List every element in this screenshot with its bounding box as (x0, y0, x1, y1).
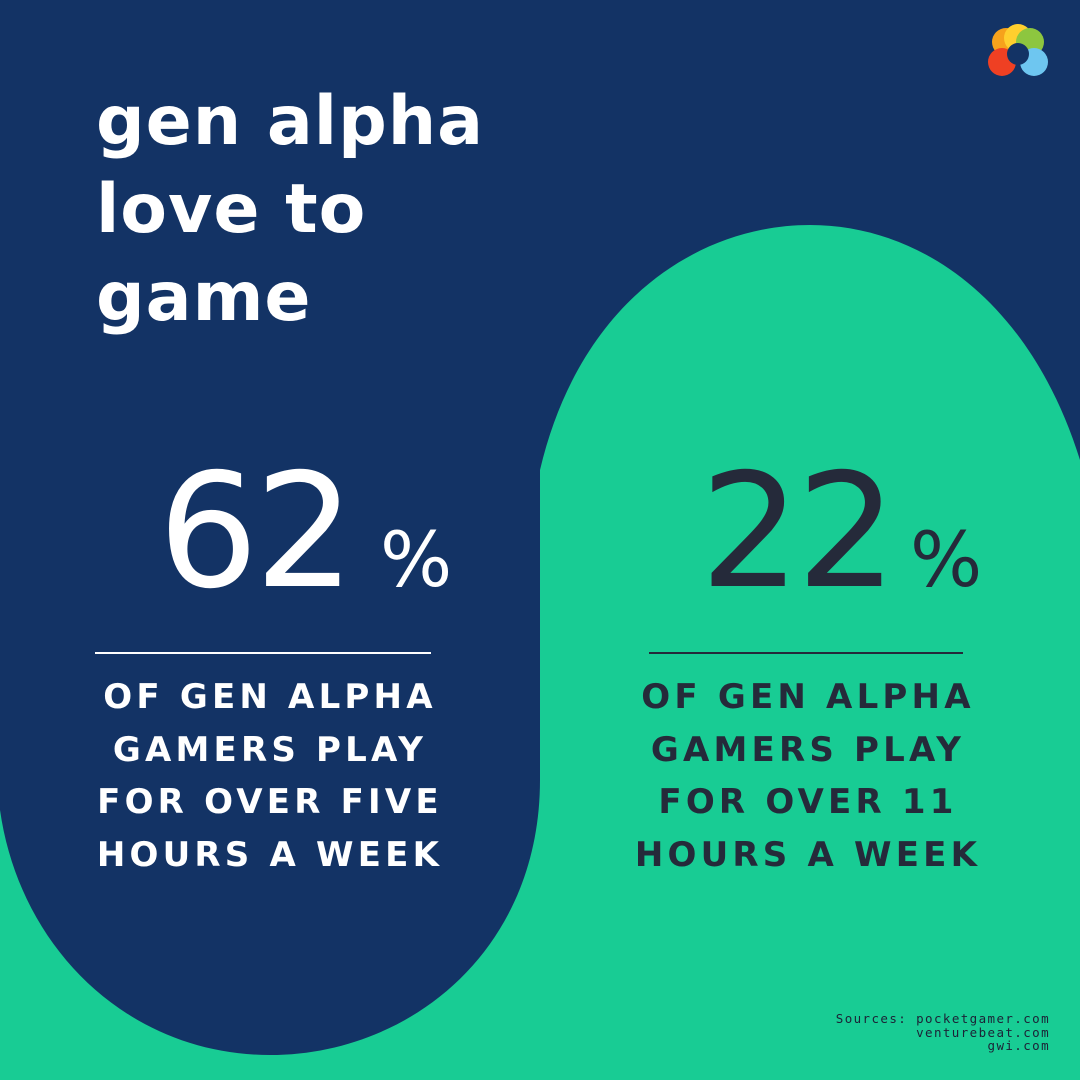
sources-note: Sources: pocketgamer.com venturebeat.com… (836, 1012, 1050, 1053)
caption-line: FOR OVER FIVE (97, 782, 443, 822)
stat-caption-left: OF GEN ALPHA GAMERS PLAY FOR OVER FIVE H… (80, 671, 460, 881)
multicolor-flower-logo-icon (988, 24, 1048, 76)
stat-unit-left: % (380, 515, 453, 604)
caption-line: OF GEN ALPHA (641, 677, 975, 717)
stat-caption-right: OF GEN ALPHA GAMERS PLAY FOR OVER 11 HOU… (618, 671, 998, 881)
source-line: Sources: pocketgamer.com (835, 1011, 1050, 1026)
caption-line: GAMERS PLAY (112, 729, 428, 770)
headline-line: love to (96, 170, 367, 249)
headline-line: gen alpha (96, 82, 485, 161)
source-line: venturebeat.com (916, 1024, 1050, 1040)
headline-line: game (96, 258, 312, 337)
caption-line: FOR OVER 11 (658, 782, 958, 822)
stat-value-right: 22 (700, 440, 897, 624)
source-line: gwi.com (987, 1038, 1050, 1053)
caption-line: OF GEN ALPHA (103, 677, 437, 717)
caption-line: GAMERS PLAY (650, 729, 966, 770)
navy-arch-shape (0, 0, 1080, 1055)
stat-unit-right: % (910, 515, 983, 604)
divider-left (95, 652, 431, 654)
caption-line: HOURS A WEEK (96, 834, 444, 875)
headline: gen alpha love to game (96, 78, 484, 342)
caption-line: HOURS A WEEK (634, 834, 982, 875)
divider-right (649, 652, 963, 654)
stat-value-left: 62 (158, 440, 355, 624)
